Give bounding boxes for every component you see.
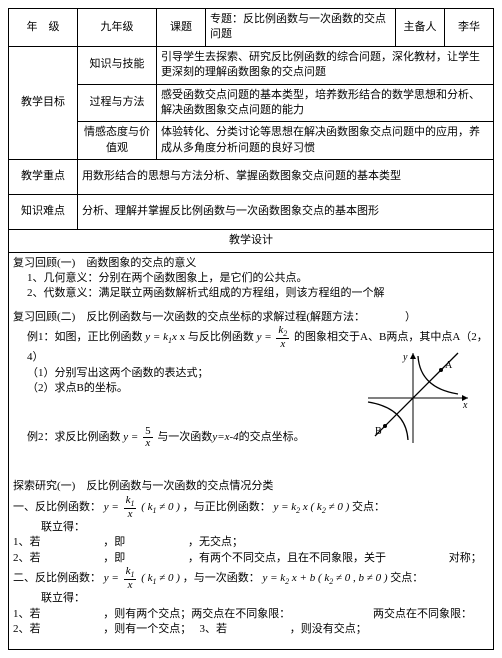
union2: 联立得：	[13, 591, 489, 606]
goals-row3-label: 情感态度与价值观	[78, 122, 157, 160]
topic-value: 专题：反比例函数与一次函数的交点问题	[206, 9, 396, 47]
grade-value: 九年级	[78, 9, 157, 47]
review1-item2: 2、代数意义：满足联立两函数解析式组成的方程组，则该方程组的一个解	[13, 286, 489, 301]
design-header: 教学设计	[9, 230, 494, 252]
svg-text:A: A	[445, 360, 453, 371]
focus-label: 教学重点	[9, 160, 78, 195]
goals-row1-value: 引导学生去探索、研究反比例函数的综合问题，深化教材，让学生更深刻的理解函数图象的…	[157, 46, 494, 84]
goals-row2-label: 过程与方法	[78, 84, 157, 122]
review2-title: 复习回顾(二) 反比例函数与一次函数的交点坐标的求解过程(解题方法：）	[13, 310, 489, 325]
c2c3: 2、若 ，则有一个交点； 3、若 ，则没有交点；	[13, 622, 489, 637]
case2: 2、若 ，即 ，有两个不同交点，且在不同象限，关于 对称；	[13, 551, 489, 566]
goals-row3-value: 体验转化、分类讨论等思想在解决函数图象交点问题中的应用，养成从多角度分析问题的良…	[157, 122, 494, 160]
focus-value: 用数形结合的思想与方法分析、掌握函数图象交点问题的基本类型	[78, 160, 494, 195]
difficulty-label: 知识难点	[9, 195, 78, 230]
explore1-line2: 二、反比例函数： y = k1x ( k1 ≠ 0 ) ，与一次函数： y = …	[13, 566, 489, 591]
svg-text:B: B	[375, 426, 382, 437]
c1: 1、若 ，则有两个交点；两交点在不同象限： 两交点在不同象限：	[13, 607, 489, 622]
review1-item1: 1、几何意义：分别在两个函数图象上，是它们的公共点。	[13, 271, 489, 286]
topic-label: 课题	[157, 9, 206, 47]
union1: 联立得：	[13, 520, 489, 535]
case1: 1、若 ，即 ，无交点；	[13, 535, 489, 550]
difficulty-value: 分析、理解并掌握反比例函数与一次函数图象交点的基本图形	[78, 195, 494, 230]
svg-text:x: x	[462, 400, 468, 411]
host-value: 李华	[445, 9, 494, 47]
content-cell: A B x y 复习回顾(一) 函数图象的交点的意义 1、几何意义：分别在两个函…	[9, 252, 494, 649]
review1-title: 复习回顾(一) 函数图象的交点的意义	[13, 256, 489, 271]
host-label: 主备人	[396, 9, 445, 47]
grade-label: 年 级	[9, 9, 78, 47]
goals-label: 教学目标	[9, 46, 78, 159]
goals-row1-label: 知识与技能	[78, 46, 157, 84]
svg-text:y: y	[402, 352, 408, 363]
goals-row2-value: 感受函数交点问题的基本类型，培养数形结合的数学思想和分析、解决函数图象交点问题的…	[157, 84, 494, 122]
intersection-graph: A B x y	[363, 348, 473, 448]
explore1-line1: 一、反比例函数： y = k1x ( k1 ≠ 0 ) ，与正比例函数： y =…	[13, 495, 489, 520]
explore1-title: 探索研究(一) 反比例函数与一次函数的交点情况分类	[13, 479, 489, 494]
document-table: 年 级 九年级 课题 专题：反比例函数与一次函数的交点问题 主备人 李华 教学目…	[8, 8, 494, 650]
